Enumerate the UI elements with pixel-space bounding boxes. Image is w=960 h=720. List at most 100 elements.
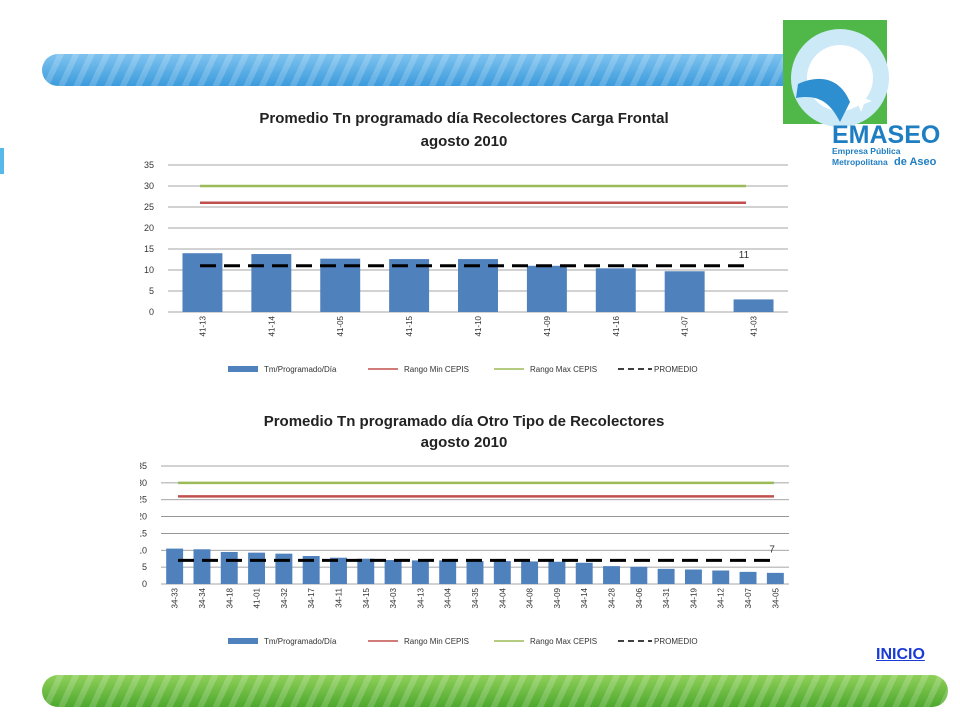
y-tick-label: 20 [140, 512, 147, 522]
legend-swatch-bar [228, 638, 258, 644]
x-tick-label: 34-06 [635, 587, 644, 608]
x-tick-label: 34-19 [689, 587, 698, 608]
bar [411, 560, 429, 584]
promedio-data-label: 7 [769, 544, 775, 555]
x-tick-label: 34-11 [334, 587, 343, 607]
x-tick-label: 34-32 [280, 587, 289, 608]
bar [330, 557, 347, 584]
x-tick-label: 41-05 [336, 315, 345, 336]
bar [595, 268, 636, 312]
chart-subtitle: agosto 2010 [421, 434, 508, 451]
bar [603, 566, 620, 584]
logo-wave [796, 78, 850, 122]
bar [193, 549, 211, 584]
inicio-link[interactable]: INICIO [876, 646, 925, 663]
x-tick-label: 41-07 [681, 315, 690, 336]
chart-carga-frontal-svg: Promedio Tn programado día Recolectores … [144, 110, 788, 374]
y-tick-label: 15 [144, 244, 154, 254]
x-tick-label: 34-17 [307, 587, 316, 608]
x-tick-label: 34-14 [580, 587, 589, 608]
logo-tagline-2: Metropolitana [832, 157, 888, 167]
bar [439, 560, 457, 584]
bar [526, 265, 567, 312]
x-tick-label: 41-15 [405, 315, 414, 336]
y-tick-label: 20 [144, 223, 154, 233]
legend-label: Tm/Programado/Día [264, 365, 337, 374]
bar [275, 553, 293, 584]
bottom-banner [42, 675, 948, 707]
y-tick-label: 30 [144, 181, 154, 191]
x-tick-label: 34-04 [498, 587, 507, 608]
y-tick-label: 10 [144, 265, 154, 275]
bar [320, 258, 361, 312]
y-tick-label: 0 [149, 307, 154, 317]
x-tick-label: 34-34 [198, 587, 207, 608]
bar [357, 558, 375, 584]
y-tick-label: 5 [142, 562, 147, 572]
x-tick-label: 34-33 [171, 587, 180, 608]
x-tick-label: 34-05 [771, 587, 780, 608]
y-tick-label: 5 [149, 286, 154, 296]
y-tick-label: 35 [140, 461, 147, 471]
y-tick-label: 25 [144, 202, 154, 212]
x-tick-label: 34-18 [225, 587, 234, 608]
bar [384, 560, 402, 584]
bar [664, 271, 705, 312]
bar [630, 566, 648, 584]
x-tick-label: 34-35 [471, 587, 480, 608]
bar [166, 548, 184, 584]
bar [739, 571, 757, 584]
bar [657, 568, 675, 584]
y-tick-label: 35 [144, 160, 154, 170]
legend-label: Rango Max CEPIS [530, 365, 597, 374]
x-tick-label: 34-15 [362, 587, 371, 608]
bar [389, 259, 430, 312]
legend-label: PROMEDIO [654, 365, 698, 374]
x-tick-label: 34-31 [662, 587, 671, 608]
x-tick-label: 41-10 [474, 315, 483, 336]
emaseo-logo: EMASEO Empresa Pública Metropolitana de … [783, 20, 940, 168]
x-tick-label: 34-03 [389, 587, 398, 608]
x-tick-label: 34-09 [553, 587, 562, 608]
x-tick-label: 34-08 [526, 587, 535, 608]
logo-tagline-3: de Aseo [894, 156, 937, 168]
bar [251, 254, 292, 312]
bar [182, 253, 223, 312]
x-tick-label: 41-01 [253, 587, 262, 608]
bar [575, 562, 593, 584]
bar [548, 561, 566, 584]
legend-label: Rango Max CEPIS [530, 637, 597, 646]
chart-title: Promedio Tn programado día Recolectores … [259, 110, 668, 127]
x-tick-label: 41-14 [267, 315, 276, 336]
x-tick-label: 41-13 [198, 315, 207, 336]
bar [493, 561, 511, 584]
x-tick-label: 41-03 [750, 315, 759, 336]
x-tick-label: 34-07 [744, 587, 753, 608]
bar [248, 552, 266, 584]
legend-label: Rango Min CEPIS [404, 637, 469, 646]
y-tick-label: 30 [140, 478, 147, 488]
bar [521, 561, 539, 584]
x-tick-label: 34-04 [444, 587, 453, 608]
legend-label: Rango Min CEPIS [404, 365, 469, 374]
bar [766, 572, 784, 584]
bar [220, 551, 238, 584]
legend-label: Tm/Programado/Día [264, 637, 337, 646]
x-tick-label: 34-13 [416, 587, 425, 608]
bar [302, 556, 320, 584]
y-tick-label: 25 [140, 495, 147, 505]
top-banner [42, 54, 802, 86]
x-tick-label: 34-12 [717, 587, 726, 608]
chart-otro-tipo: Promedio Tn programado día Otro Tipo de … [140, 400, 800, 662]
logo-tagline-1: Empresa Pública [832, 146, 901, 156]
sparkle-icon [850, 90, 872, 112]
legend-label: PROMEDIO [654, 637, 698, 646]
x-tick-label: 41-16 [612, 315, 621, 336]
logo-name: EMASEO [832, 121, 940, 149]
chart-title: Promedio Tn programado día Otro Tipo de … [264, 413, 665, 430]
bar [684, 569, 702, 584]
left-accent [0, 148, 4, 174]
bar [712, 570, 730, 584]
chart-carga-frontal: Promedio Tn programado día Recolectores … [140, 95, 800, 385]
promedio-data-label: 11 [739, 250, 750, 261]
